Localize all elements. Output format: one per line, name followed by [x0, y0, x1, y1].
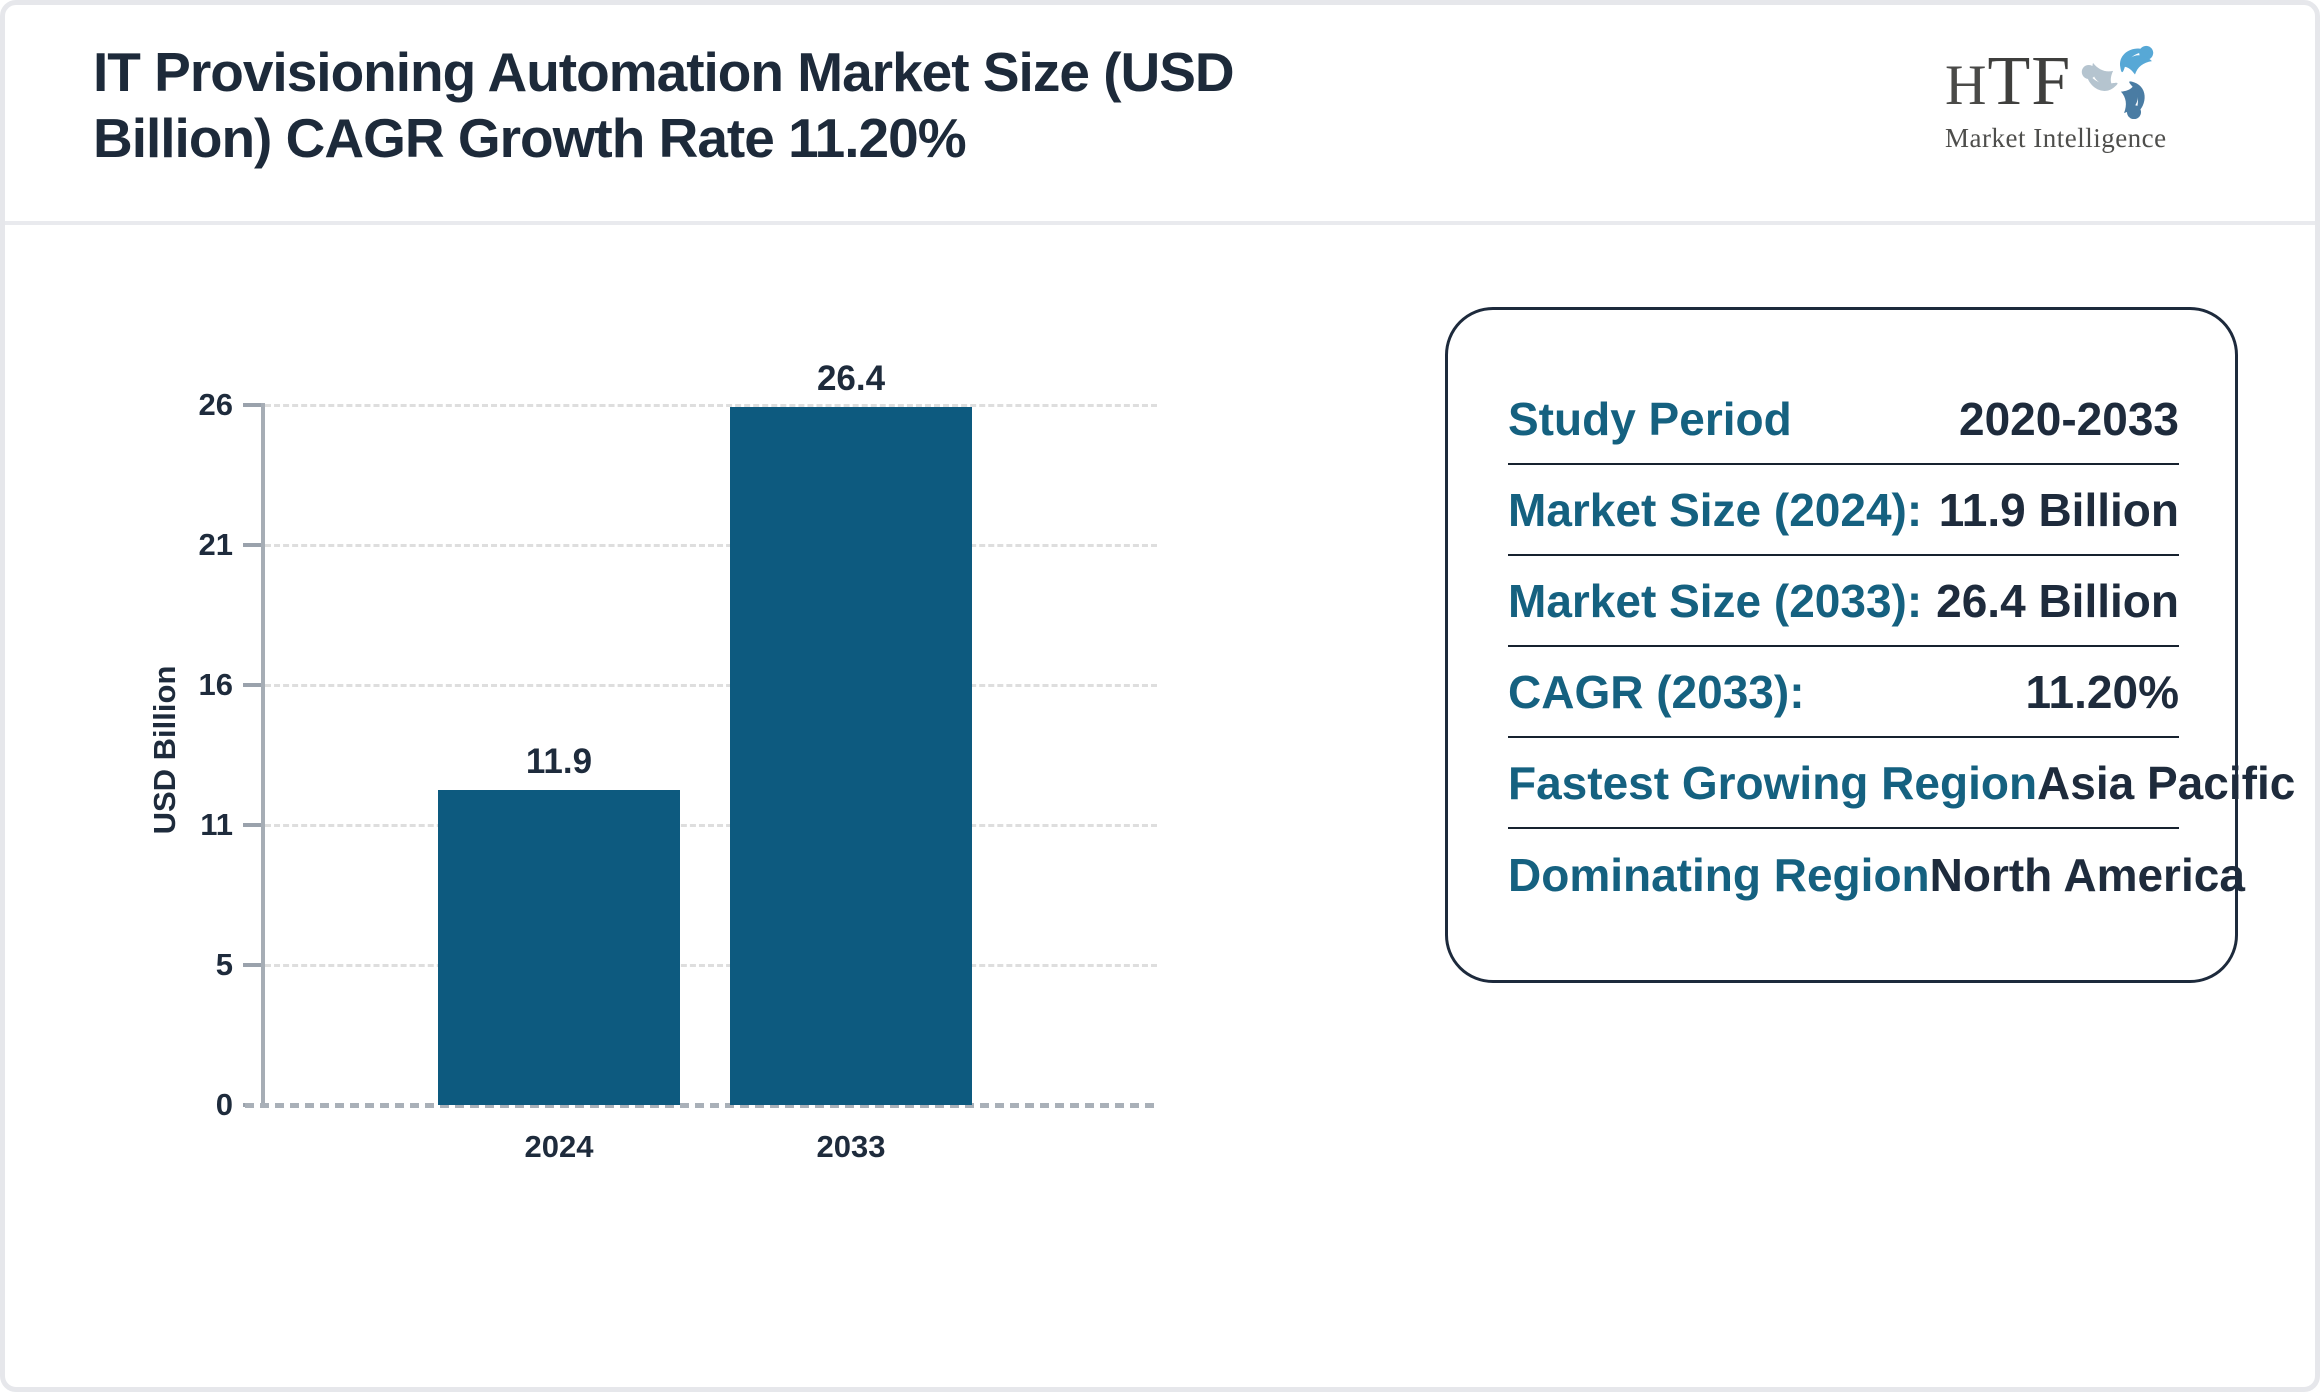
info-value: North America	[1929, 848, 2245, 901]
info-row-cagr: CAGR (2033): 11.20%	[1508, 647, 2179, 738]
y-tick-label: 5	[215, 947, 233, 982]
info-value: 26.4 Billion	[1936, 574, 2179, 627]
htf-logo: HTF	[1945, 35, 2215, 154]
info-value: 11.20%	[2025, 665, 2179, 718]
gridline	[265, 964, 1157, 967]
y-tick-label: 21	[198, 527, 233, 562]
gridline	[265, 404, 1157, 407]
page-title: IT Provisioning Automation Market Size (…	[93, 39, 1393, 171]
htf-logo-text: HTF	[1945, 47, 2071, 121]
y-axis-line	[261, 403, 265, 1107]
info-label: Study Period	[1508, 392, 1792, 445]
y-tick-label: 16	[198, 667, 233, 702]
logo-swirl-icon	[2081, 45, 2154, 119]
bar-2033	[730, 407, 972, 1105]
htf-logo-row: HTF	[1945, 35, 2215, 121]
gridline	[265, 544, 1157, 547]
info-label: CAGR (2033):	[1508, 665, 1805, 718]
page-title-line1: IT Provisioning Automation Market Size (…	[93, 41, 1235, 103]
y-tick-label: 26	[198, 387, 233, 422]
htf-logo-letter-h: H	[1945, 54, 1988, 117]
y-tick-label: 11	[200, 807, 233, 842]
info-row-market-size-2033: Market Size (2033): 26.4 Billion	[1508, 556, 2179, 647]
info-value: Asia Pacific	[2037, 756, 2296, 809]
x-axis-line	[245, 1103, 1157, 1108]
htf-logo-letters-tf: TF	[1987, 43, 2072, 120]
gridline	[265, 684, 1157, 687]
info-label: Dominating Region	[1508, 848, 1930, 901]
info-label: Market Size (2024):	[1508, 483, 1923, 536]
info-row-study-period: Study Period 2020-2033	[1508, 374, 2179, 465]
info-row-fastest-growing-region: Fastest Growing Region Asia Pacific	[1508, 738, 2295, 829]
info-row-market-size-2024: Market Size (2024): 11.9 Billion	[1508, 465, 2179, 556]
key-facts-panel: Study Period 2020-2033 Market Size (2024…	[1445, 307, 2295, 983]
info-value: 2020-2033	[1959, 392, 2179, 445]
info-label: Market Size (2033):	[1508, 574, 1923, 627]
info-value: 11.9 Billion	[1938, 483, 2179, 536]
header-divider	[5, 221, 2315, 225]
htf-logo-tagline: Market Intelligence	[1945, 123, 2167, 153]
bar-value-label: 11.9	[525, 742, 593, 781]
page-title-line2: Billion) CAGR Growth Rate 11.20%	[93, 107, 967, 169]
y-tick-label: 0	[215, 1087, 233, 1122]
y-tick-mark	[243, 403, 263, 407]
x-tick-label: 2033	[816, 1129, 886, 1164]
y-tick-mark	[243, 823, 263, 827]
y-tick-mark	[243, 963, 263, 967]
y-tick-mark	[243, 683, 263, 687]
gridline	[265, 824, 1157, 827]
info-row-dominating-region: Dominating Region North America	[1508, 829, 2245, 920]
bar-value-label: 26.4	[816, 359, 886, 398]
x-tick-label: 2024	[524, 1129, 594, 1164]
info-label: Fastest Growing Region	[1508, 756, 2038, 809]
bar-2024	[438, 790, 680, 1105]
y-tick-mark	[243, 543, 263, 547]
